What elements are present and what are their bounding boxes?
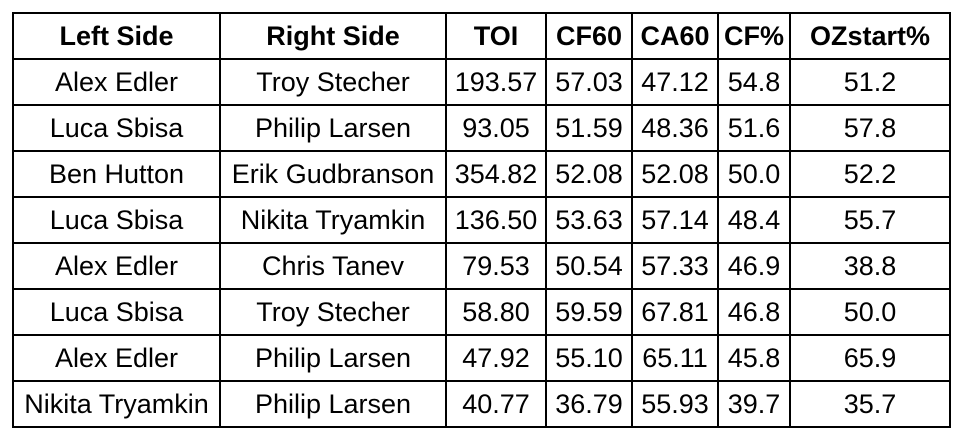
table-row: Ben Hutton Erik Gudbranson 354.82 52.08 …: [12, 150, 951, 198]
cell-cf-percent: 39.7: [717, 380, 791, 428]
cell-ca60: 67.81: [631, 288, 719, 336]
cell-ca60: 52.08: [631, 150, 719, 198]
table-row: Alex Edler Troy Stecher 193.57 57.03 47.…: [12, 58, 951, 106]
header-row: Left Side Right Side TOI CF60 CA60 CF% O…: [12, 12, 951, 60]
cell-toi: 58.80: [445, 288, 547, 336]
cell-ca60: 65.11: [631, 334, 719, 382]
cell-ca60: 55.93: [631, 380, 719, 428]
pairings-table: Left Side Right Side TOI CF60 CA60 CF% O…: [12, 12, 951, 428]
cell-right-side: Philip Larsen: [219, 104, 447, 152]
cell-toi: 79.53: [445, 242, 547, 290]
cell-left-side: Nikita Tryamkin: [12, 380, 221, 428]
cell-cf60: 51.59: [545, 104, 633, 152]
cell-toi: 40.77: [445, 380, 547, 428]
cell-left-side: Ben Hutton: [12, 150, 221, 198]
cell-right-side: Erik Gudbranson: [219, 150, 447, 198]
cell-cf-percent: 48.4: [717, 196, 791, 244]
cell-cf-percent: 54.8: [717, 58, 791, 106]
cell-left-side: Luca Sbisa: [12, 288, 221, 336]
cell-ozstart-percent: 57.8: [789, 104, 951, 152]
cell-cf60: 55.10: [545, 334, 633, 382]
cell-ozstart-percent: 51.2: [789, 58, 951, 106]
cell-left-side: Luca Sbisa: [12, 196, 221, 244]
table-row: Luca Sbisa Philip Larsen 93.05 51.59 48.…: [12, 104, 951, 152]
table-row: Nikita Tryamkin Philip Larsen 40.77 36.7…: [12, 380, 951, 428]
header-toi: TOI: [445, 12, 547, 60]
cell-cf60: 50.54: [545, 242, 633, 290]
cell-ozstart-percent: 38.8: [789, 242, 951, 290]
cell-cf60: 53.63: [545, 196, 633, 244]
cell-left-side: Alex Edler: [12, 334, 221, 382]
cell-ca60: 57.33: [631, 242, 719, 290]
header-right-side: Right Side: [219, 12, 447, 60]
table-row: Alex Edler Chris Tanev 79.53 50.54 57.33…: [12, 242, 951, 290]
cell-ozstart-percent: 35.7: [789, 380, 951, 428]
cell-toi: 193.57: [445, 58, 547, 106]
cell-toi: 47.92: [445, 334, 547, 382]
cell-ozstart-percent: 52.2: [789, 150, 951, 198]
cell-right-side: Troy Stecher: [219, 288, 447, 336]
header-cf-percent: CF%: [717, 12, 791, 60]
cell-cf-percent: 51.6: [717, 104, 791, 152]
cell-cf-percent: 50.0: [717, 150, 791, 198]
cell-ozstart-percent: 55.7: [789, 196, 951, 244]
cell-ozstart-percent: 65.9: [789, 334, 951, 382]
table-row: Alex Edler Philip Larsen 47.92 55.10 65.…: [12, 334, 951, 382]
cell-cf-percent: 46.8: [717, 288, 791, 336]
cell-toi: 354.82: [445, 150, 547, 198]
cell-cf-percent: 46.9: [717, 242, 791, 290]
cell-left-side: Alex Edler: [12, 242, 221, 290]
header-ozstart-percent: OZstart%: [789, 12, 951, 60]
cell-ca60: 57.14: [631, 196, 719, 244]
cell-right-side: Philip Larsen: [219, 334, 447, 382]
table-row: Luca Sbisa Nikita Tryamkin 136.50 53.63 …: [12, 196, 951, 244]
header-cf60: CF60: [545, 12, 633, 60]
cell-toi: 93.05: [445, 104, 547, 152]
cell-cf60: 57.03: [545, 58, 633, 106]
cell-ca60: 47.12: [631, 58, 719, 106]
header-left-side: Left Side: [12, 12, 221, 60]
cell-cf-percent: 45.8: [717, 334, 791, 382]
cell-right-side: Philip Larsen: [219, 380, 447, 428]
cell-toi: 136.50: [445, 196, 547, 244]
cell-right-side: Chris Tanev: [219, 242, 447, 290]
cell-right-side: Troy Stecher: [219, 58, 447, 106]
cell-ozstart-percent: 50.0: [789, 288, 951, 336]
cell-ca60: 48.36: [631, 104, 719, 152]
header-ca60: CA60: [631, 12, 719, 60]
cell-right-side: Nikita Tryamkin: [219, 196, 447, 244]
cell-cf60: 59.59: [545, 288, 633, 336]
table-row: Luca Sbisa Troy Stecher 58.80 59.59 67.8…: [12, 288, 951, 336]
cell-cf60: 52.08: [545, 150, 633, 198]
cell-left-side: Alex Edler: [12, 58, 221, 106]
cell-left-side: Luca Sbisa: [12, 104, 221, 152]
cell-cf60: 36.79: [545, 380, 633, 428]
